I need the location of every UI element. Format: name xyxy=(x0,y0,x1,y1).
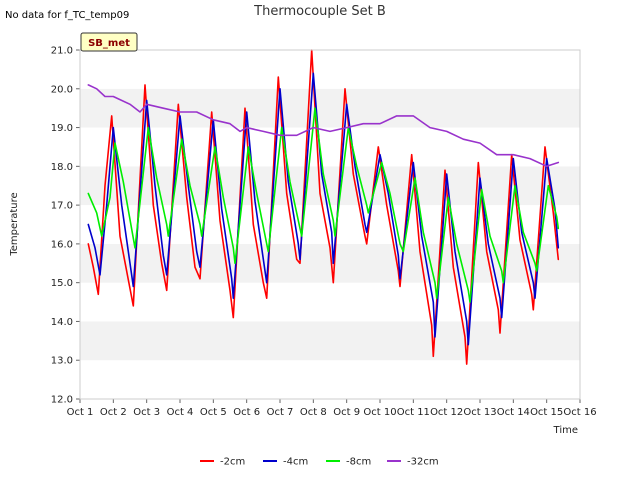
grid-band xyxy=(80,360,580,399)
y-tick-label: 18.0 xyxy=(51,162,73,173)
legend: -2cm -4cm -8cm -32cm xyxy=(200,457,439,468)
grid-band xyxy=(80,88,580,128)
series-line-4cm xyxy=(87,72,560,346)
x-tick-label: Oct 3 xyxy=(133,407,160,418)
grid-band xyxy=(80,166,580,206)
grid-band xyxy=(80,282,580,322)
x-tick-label: Oct 12 xyxy=(430,407,463,418)
site-badge: SB_met xyxy=(80,32,138,52)
y-tick-label: 21.0 xyxy=(51,46,73,57)
x-tick-label: Oct 14 xyxy=(497,407,530,418)
x-tick-label: Oct 1 xyxy=(67,407,94,418)
x-axis-ticks: Oct 1 Oct 2 Oct 3 Oct 4 Oct 5 Oct 6 Oct 7 Oct 8… xyxy=(67,399,597,418)
y-tick-label: 14.0 xyxy=(51,317,73,328)
y-tick-label: 20.0 xyxy=(51,84,73,95)
site-badge-box xyxy=(80,32,138,52)
grid-band xyxy=(80,50,580,89)
y-tick-label: 17.0 xyxy=(51,201,73,212)
y-tick-label: 13.0 xyxy=(51,356,73,367)
site-badge-label: SB_met xyxy=(88,38,130,49)
y-axis-label: Temperature xyxy=(9,192,20,256)
series-layer xyxy=(87,49,560,365)
grid-band xyxy=(80,321,580,361)
x-tick-label: Oct 5 xyxy=(200,407,227,418)
x-tick-label: Oct 9 xyxy=(333,407,360,418)
grid-band xyxy=(80,127,580,167)
y-axis-ticks: 12.0 13.0 14.0 15.0 16.0 17.0 18.0 19.0 20.0 21.0 xyxy=(51,46,80,406)
x-tick-label: Oct 6 xyxy=(233,407,260,418)
x-tick-label: Oct 15 xyxy=(530,407,563,418)
x-tick-label: Oct 2 xyxy=(100,407,127,418)
series-line-2cm xyxy=(87,49,560,365)
y-tick-label: 15.0 xyxy=(51,278,73,289)
legend-label: -4cm xyxy=(283,457,308,468)
legend-label: -32cm xyxy=(407,457,439,468)
legend-label: -8cm xyxy=(346,457,371,468)
x-tick-label: Oct 4 xyxy=(167,407,194,418)
y-tick-label: 12.0 xyxy=(51,395,73,406)
x-tick-label: Oct 10 xyxy=(363,407,396,418)
no-data-note: No data for f_TC_temp09 xyxy=(5,10,129,21)
plot-frame xyxy=(79,49,581,400)
x-tick-label: Oct 16 xyxy=(563,407,596,418)
y-tick-label: 19.0 xyxy=(51,123,73,134)
x-tick-label: Oct 8 xyxy=(300,407,327,418)
legend-label: -2cm xyxy=(220,457,245,468)
x-tick-label: Oct 13 xyxy=(463,407,496,418)
x-tick-label: Oct 7 xyxy=(267,407,294,418)
x-tick-label: Oct 11 xyxy=(397,407,430,418)
chart-title: Thermocouple Set B xyxy=(253,4,386,19)
y-tick-label: 16.0 xyxy=(51,239,73,250)
series-line-32cm xyxy=(87,84,560,168)
x-axis-label: Time xyxy=(553,425,578,436)
series-line-8cm xyxy=(87,107,560,303)
